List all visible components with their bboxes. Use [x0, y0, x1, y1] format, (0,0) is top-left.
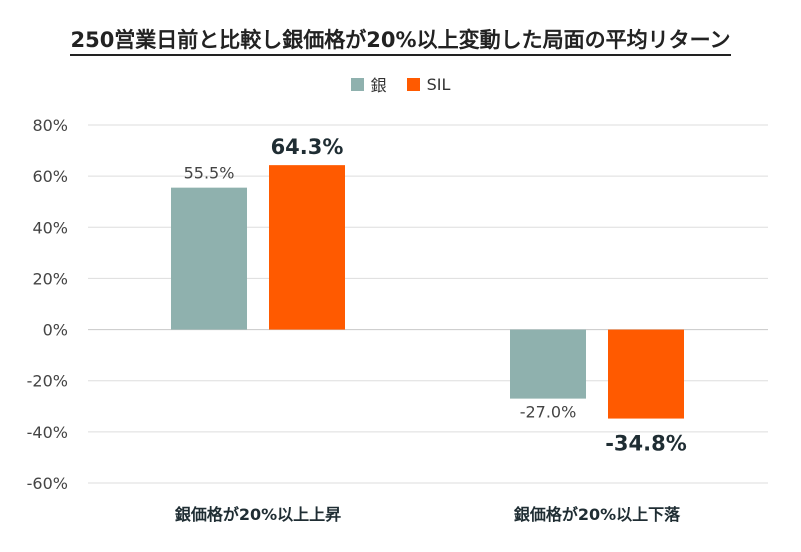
y-tick-label: 40% [32, 218, 68, 237]
y-tick-label: -40% [27, 423, 68, 442]
bar-silver [171, 187, 247, 330]
legend-label-silver: 銀 [370, 76, 387, 95]
data-label: 64.3% [271, 135, 344, 159]
y-tick-label: 60% [32, 167, 68, 186]
x-category-label: 銀価格が20%以上下落 [514, 505, 681, 524]
legend-label-sil: SIL [426, 74, 451, 94]
bar-sil [608, 329, 684, 419]
data-label: -27.0% [520, 403, 577, 422]
legend-swatch-silver [350, 77, 364, 91]
legend-swatch-sil [406, 77, 420, 91]
data-label: 55.5% [184, 164, 235, 183]
data-label: -34.8% [605, 432, 687, 456]
legend-item-sil: SIL [406, 74, 451, 94]
y-tick-label: 80% [32, 116, 68, 135]
y-tick-label: -20% [27, 372, 68, 391]
bar-sil [269, 165, 345, 330]
chart-title: 250営業日前と比較し銀価格が20%以上変動した局面の平均リターン [0, 24, 801, 56]
y-tick-label: 20% [32, 269, 68, 288]
y-tick-label: -60% [27, 474, 68, 493]
legend: 銀 SIL [0, 72, 801, 96]
y-tick-label: 0% [43, 321, 68, 340]
x-category-label: 銀価格が20%以上上昇 [175, 505, 341, 524]
bar-silver [510, 329, 586, 399]
legend-item-silver: 銀 [350, 72, 387, 96]
